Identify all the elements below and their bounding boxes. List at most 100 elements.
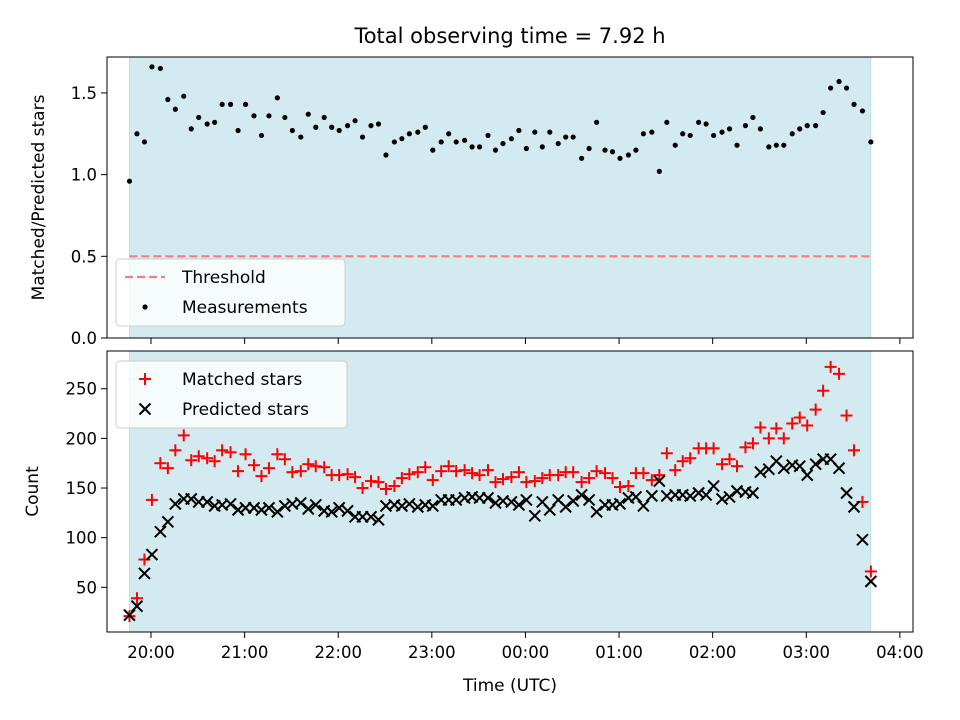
x-tick-label: 23:00 xyxy=(408,643,456,662)
measurement-point xyxy=(289,127,295,134)
predicted-marker-stroke xyxy=(247,501,261,515)
top-axes-frame xyxy=(106,56,914,339)
predicted-star-point xyxy=(161,515,175,528)
measurement-point xyxy=(742,123,749,129)
matched-star-point xyxy=(161,462,174,475)
matched-star-point xyxy=(817,384,830,397)
measurement-point xyxy=(126,178,133,184)
predicted-marker-stroke xyxy=(309,498,322,512)
measurement-point xyxy=(672,142,678,148)
predicted-marker-stroke xyxy=(653,474,666,488)
measurement-point xyxy=(633,147,639,153)
measurement-point xyxy=(579,155,585,161)
measurement-point xyxy=(329,124,335,130)
matched-star-point xyxy=(739,441,752,454)
matched-star-point xyxy=(512,466,525,479)
measurement-point xyxy=(602,147,608,153)
matched-star-point xyxy=(271,448,284,461)
measurement-point xyxy=(828,85,834,91)
legend-measurements-label: Measurements xyxy=(182,298,308,318)
measurement-point xyxy=(274,95,280,101)
predicted-marker-stroke xyxy=(271,505,284,519)
predicted-marker-stroke xyxy=(325,505,338,519)
y-tick-label: 1.5 xyxy=(71,84,97,103)
predicted-star-point xyxy=(715,492,729,506)
matched-star-point xyxy=(684,452,697,465)
predicted-marker-stroke xyxy=(777,461,791,475)
predicted-star-point xyxy=(123,608,136,622)
top-legend: Threshold Measurements xyxy=(115,258,346,327)
legend-matched-swatch xyxy=(139,373,151,385)
measurement-point xyxy=(547,129,553,135)
matched-star-point xyxy=(669,464,682,477)
matched-star-point xyxy=(411,466,424,479)
measurement-point xyxy=(570,134,576,140)
matched-star-point xyxy=(473,469,486,482)
measurement-point xyxy=(212,119,218,125)
predicted-star-point xyxy=(746,486,760,500)
measurement-point xyxy=(258,132,265,139)
measurement-point xyxy=(711,132,717,139)
matched-star-point xyxy=(208,455,221,468)
y-tick-label: 1.0 xyxy=(71,166,97,185)
matched-star-point xyxy=(458,464,471,477)
predicted-marker-stroke xyxy=(552,493,565,507)
measurement-point xyxy=(321,114,327,121)
predicted-marker-stroke xyxy=(840,486,853,500)
predicted-star-point xyxy=(723,490,736,504)
predicted-star-point xyxy=(520,493,533,507)
predicted-marker-stroke xyxy=(341,504,354,518)
figure-title: Total observing time = 7.92 h xyxy=(353,24,665,48)
measurement-point xyxy=(461,137,468,143)
measurement-point xyxy=(227,101,234,107)
predicted-marker-stroke xyxy=(770,455,783,468)
predicted-marker-stroke xyxy=(481,491,495,505)
measurement-point xyxy=(836,78,842,85)
top-legend-box xyxy=(115,258,346,327)
matched-star-point xyxy=(567,466,580,479)
predicted-marker-stroke xyxy=(864,575,878,588)
measurement-point xyxy=(446,131,452,137)
predicted-marker-stroke xyxy=(286,497,299,511)
matched-star-point xyxy=(395,472,408,485)
predicted-marker-stroke xyxy=(856,533,869,546)
predicted-marker-stroke xyxy=(637,499,650,513)
predicted-marker-stroke xyxy=(372,513,385,527)
matched-star-point xyxy=(318,461,331,474)
matched-star-point xyxy=(801,419,814,432)
predicted-star-point xyxy=(590,505,603,519)
matched-star-point xyxy=(637,467,650,480)
matched-star-point xyxy=(575,476,588,489)
predicted-marker-stroke xyxy=(224,497,237,511)
predicted-marker-stroke xyxy=(161,515,175,528)
legend-threshold-label: Threshold xyxy=(181,268,266,288)
measurement-point xyxy=(813,123,819,129)
measurement-point xyxy=(851,101,857,107)
x-tick-label: 22:00 xyxy=(314,643,362,662)
matched-star-point xyxy=(660,447,673,460)
matched-star-point xyxy=(505,471,518,484)
predicted-star-point xyxy=(801,468,814,482)
matched-star-point xyxy=(840,409,853,422)
predicted-star-point xyxy=(629,490,643,504)
predicted-marker-stroke xyxy=(154,525,167,538)
y-tick-label: 50 xyxy=(76,578,97,597)
matched-star-point xyxy=(676,455,689,468)
predicted-marker-stroke xyxy=(582,493,596,507)
predicted-star-point xyxy=(130,599,144,613)
matched-star-point xyxy=(435,465,448,478)
matched-star-point xyxy=(294,465,307,478)
measurement-point xyxy=(656,168,662,174)
y-tick-label: 200 xyxy=(66,429,98,448)
x-tick-label: 20:00 xyxy=(127,643,175,662)
measurement-point xyxy=(781,142,787,148)
measurement-point xyxy=(555,140,561,147)
measurement-point xyxy=(188,126,194,132)
measurement-point xyxy=(453,139,459,145)
matched-star-point xyxy=(770,422,783,435)
predicted-star-point xyxy=(832,461,846,475)
predicted-marker-stroke xyxy=(489,496,502,510)
measurement-point xyxy=(649,129,655,135)
measurement-point xyxy=(422,124,428,130)
legend-measurements-swatch xyxy=(142,304,148,310)
